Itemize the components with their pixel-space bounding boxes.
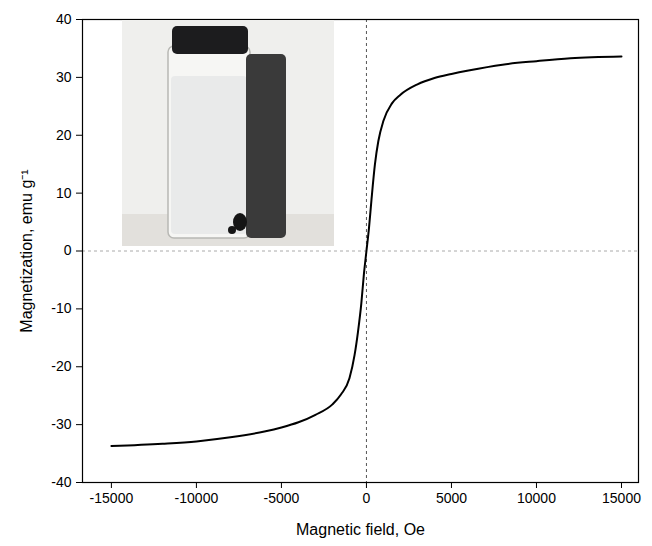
svg-text:20: 20 xyxy=(56,127,72,143)
svg-text:40: 40 xyxy=(56,11,72,27)
svg-text:-15000: -15000 xyxy=(90,490,134,506)
svg-text:15000: 15000 xyxy=(602,490,641,506)
svg-text:10: 10 xyxy=(56,185,72,201)
svg-text:10000: 10000 xyxy=(517,490,556,506)
svg-text:Magnetization, emu g⁻¹: Magnetization, emu g⁻¹ xyxy=(18,169,35,332)
svg-text:Magnetic field, Oe: Magnetic field, Oe xyxy=(296,521,425,538)
svg-text:-40: -40 xyxy=(51,474,71,490)
svg-text:-30: -30 xyxy=(51,416,71,432)
svg-text:-10000: -10000 xyxy=(175,490,219,506)
svg-text:0: 0 xyxy=(64,242,72,258)
svg-text:-10: -10 xyxy=(51,300,71,316)
svg-text:0: 0 xyxy=(363,490,371,506)
svg-text:-5000: -5000 xyxy=(264,490,300,506)
svg-text:5000: 5000 xyxy=(436,490,467,506)
svg-text:-20: -20 xyxy=(51,358,71,374)
svg-text:30: 30 xyxy=(56,69,72,85)
